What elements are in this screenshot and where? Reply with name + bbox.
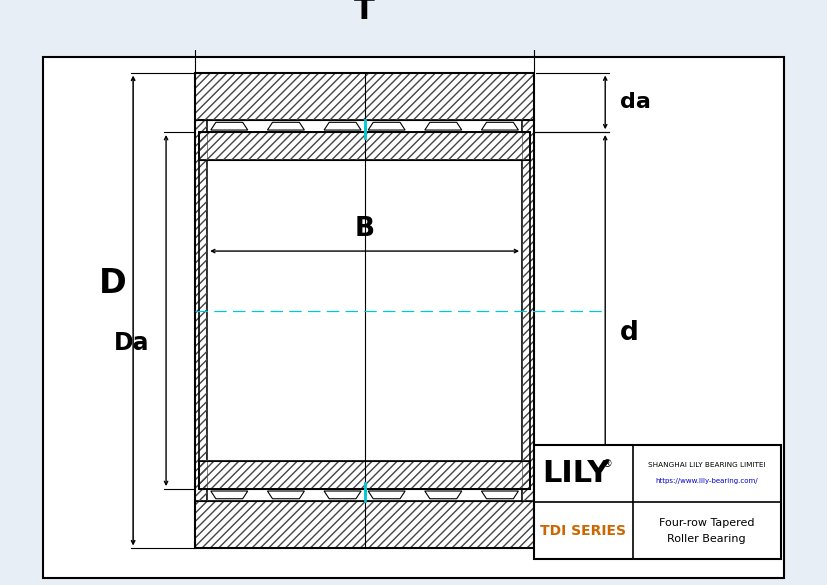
Polygon shape	[211, 122, 247, 130]
Bar	[521, 121, 533, 501]
Text: Four-row Tapered: Four-row Tapered	[658, 518, 753, 528]
Text: SHANGHAI LILY BEARING LIMITEI: SHANGHAI LILY BEARING LIMITEI	[648, 462, 765, 469]
Polygon shape	[480, 122, 518, 130]
Text: da: da	[619, 92, 650, 112]
Text: TDI SERIES: TDI SERIES	[539, 524, 625, 538]
Bar	[195, 73, 533, 121]
Bar	[198, 462, 529, 489]
Bar	[195, 73, 533, 548]
Bar	[195, 501, 533, 548]
Polygon shape	[323, 491, 361, 499]
Bar	[198, 132, 529, 160]
Bar	[198, 132, 529, 160]
Text: ®: ®	[600, 459, 612, 470]
Bar	[195, 121, 207, 501]
Polygon shape	[267, 122, 304, 130]
Bar	[198, 132, 529, 489]
Bar	[198, 462, 529, 489]
Polygon shape	[424, 491, 461, 499]
Polygon shape	[368, 122, 404, 130]
Text: d: d	[619, 321, 638, 346]
Polygon shape	[323, 122, 361, 130]
Bar	[195, 501, 533, 548]
Text: Da: Da	[114, 331, 150, 355]
Text: https://www.lily-bearing.com/: https://www.lily-bearing.com/	[655, 478, 758, 484]
Bar	[195, 73, 533, 121]
Text: T: T	[354, 0, 375, 25]
Polygon shape	[368, 491, 404, 499]
Bar	[521, 121, 533, 501]
Polygon shape	[424, 122, 461, 130]
Text: D: D	[99, 267, 127, 300]
Text: Roller Bearing: Roller Bearing	[667, 534, 745, 544]
Bar	[195, 121, 207, 501]
Polygon shape	[211, 491, 247, 499]
Text: B: B	[354, 216, 374, 242]
Text: LILY: LILY	[542, 459, 609, 488]
Bar	[533, 445, 780, 559]
Polygon shape	[480, 491, 518, 499]
Polygon shape	[267, 491, 304, 499]
